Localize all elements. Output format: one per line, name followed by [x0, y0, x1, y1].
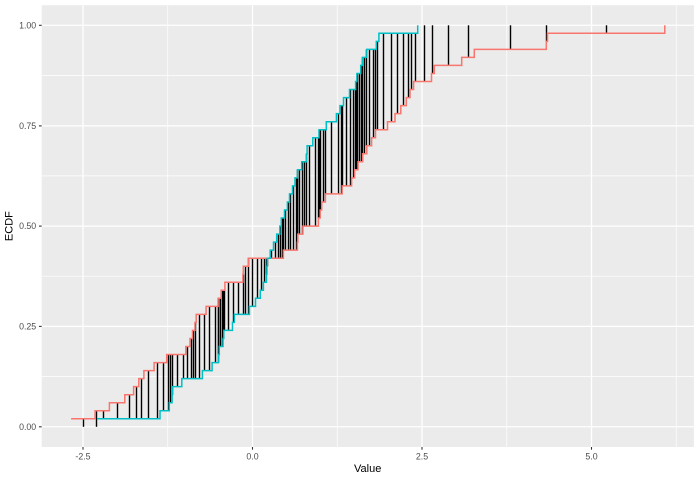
svg-text:0.00: 0.00: [19, 422, 36, 432]
svg-text:Value: Value: [354, 463, 381, 475]
svg-text:2.5: 2.5: [416, 452, 428, 462]
svg-text:5.0: 5.0: [585, 452, 597, 462]
svg-text:ECDF: ECDF: [4, 211, 16, 241]
svg-text:0.0: 0.0: [246, 452, 258, 462]
svg-text:0.50: 0.50: [19, 221, 36, 231]
svg-text:0.75: 0.75: [19, 121, 36, 131]
svg-text:0.25: 0.25: [19, 322, 36, 332]
svg-text:1.00: 1.00: [19, 20, 36, 30]
svg-text:-2.5: -2.5: [75, 452, 90, 462]
